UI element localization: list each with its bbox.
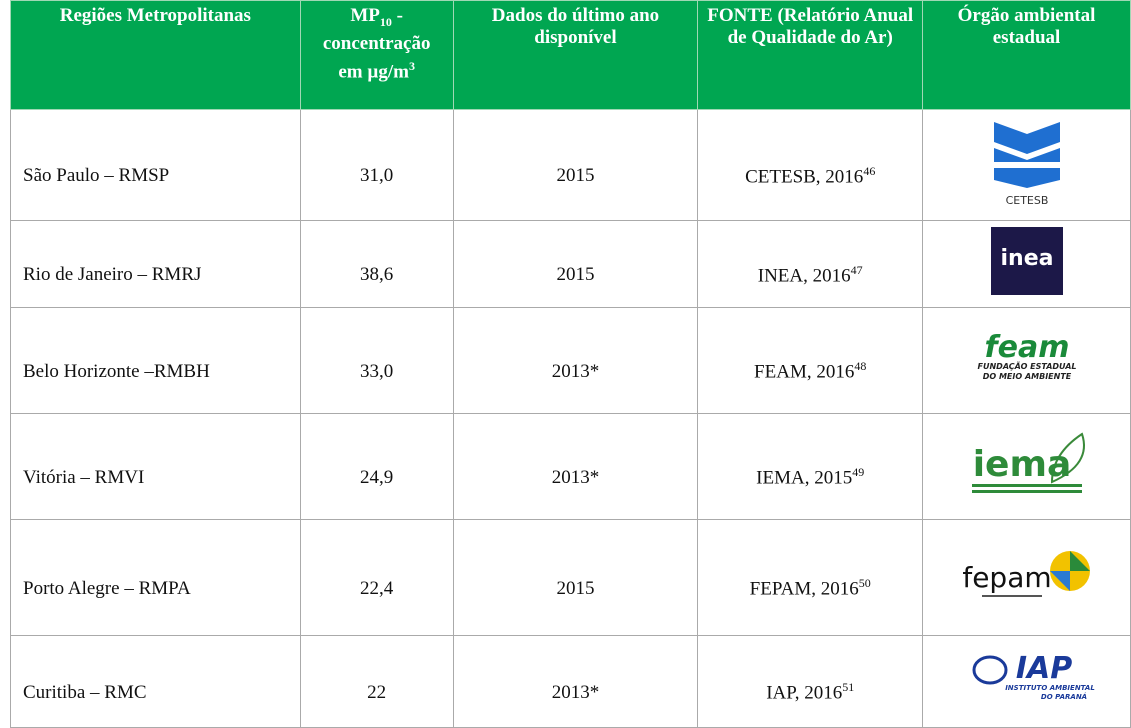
header-row: Regiões Metropolitanas MP10 - concentraç… [10,0,1131,110]
year-cell: 2013* [452,635,699,728]
agency-logo: CETESB [993,122,1060,207]
logo-cell: iema [922,413,1131,520]
logo-cell: fepam [922,519,1131,636]
table-row: Belo Horizonte –RMBH 33,0 2013* FEAM, 20164… [10,307,1131,414]
source-cell: FEPAM, 201650 [697,519,924,636]
header-cell: FONTE (Relatório Anual de Qualidade do A… [697,0,924,110]
year-cell: 2015 [452,109,699,221]
logo-text: DO MEIO AMBIENTE [982,372,1071,381]
header-cell: MP10 - concentração em µg/m3 [299,0,454,110]
year-cell: 2013* [452,413,699,520]
reference: 47 [850,262,863,277]
source-cell: CETESB, 201646 [697,109,924,221]
source-cell: INEA, 201647 [697,220,924,308]
agency-logo: iema [971,431,1085,493]
year: 2013* [551,466,600,488]
agency-logo: inea [990,227,1063,295]
header-text: MP [350,5,380,26]
agency-logo: fepam [962,550,1090,597]
region: Belo Horizonte –RMBH [23,360,210,382]
concentration: 22 [367,681,387,703]
source: INEA, 2016 [757,265,851,287]
region-cell: Belo Horizonte –RMBH [10,307,301,414]
logo-cell: CETESB [922,109,1131,221]
year-cell: 2015 [452,220,699,308]
logo-cell: feam FUNDAÇÃO ESTADUAL DO MEIO AMBIENTE [922,307,1131,414]
header-cell: Regiões Metropolitanas [10,0,301,110]
year: 2015 [556,577,595,599]
region: Vitória – RMVI [23,466,145,488]
source: CETESB, 2016 [745,166,864,188]
source-cell: IAP, 201651 [697,635,924,728]
header-text: Órgão ambiental estadual [957,5,1096,48]
reference: 46 [863,163,876,178]
logo-text: INSTITUTO AMBIENTAL [1005,684,1095,692]
concentration: 31,0 [360,165,394,186]
source: FEPAM, 2016 [749,578,859,600]
reference: 48 [854,359,867,374]
table-row: São Paulo – RMSP 31,0 2015 CETESB, 201646 CE… [10,109,1131,221]
logo-text: DO PARANÁ [1040,692,1086,701]
logo-text: CETESB [1005,194,1048,207]
value-cell: 24,9 [299,413,454,520]
header-text: Regiões Metropolitanas [59,5,251,26]
concentration: 33,0 [360,360,394,382]
region-cell: Porto Alegre – RMPA [10,519,301,636]
region: Porto Alegre – RMPA [23,577,191,599]
region-cell: Vitória – RMVI [10,413,301,520]
region: Rio de Janeiro – RMRJ [23,264,202,285]
source-cell: FEAM, 201648 [697,307,924,414]
reference: 49 [852,465,865,480]
concentration: 22,4 [360,577,394,599]
value-cell: 22 [299,635,454,728]
year: 2013* [551,360,600,382]
year-cell: 2015 [452,519,699,636]
logo-text: FUNDAÇÃO ESTADUAL [977,361,1076,371]
logo-text: inea [1000,246,1053,271]
logo-text: IAP [1015,651,1071,686]
source: IAP, 2016 [766,682,843,704]
source-cell: IEMA, 201549 [697,413,924,520]
table-row: Porto Alegre – RMPA 22,4 2015 FEPAM, 201650… [10,519,1131,636]
logo-cell: inea [922,220,1131,308]
value-cell: 22,4 [299,519,454,636]
year: 2013* [551,681,600,703]
table-row: Rio de Janeiro – RMRJ 38,6 2015 INEA, 20164… [10,220,1131,308]
header-text: Dados do último ano disponível [491,5,660,48]
logo-cell: IAP INSTITUTO AMBIENTAL DO PARANÁ [922,635,1131,728]
region-cell: São Paulo – RMSP [10,109,301,221]
superscript: 3 [408,58,415,73]
region-cell: Curitiba – RMC [10,635,301,728]
year: 2015 [556,165,595,186]
value-cell: 31,0 [299,109,454,221]
table-row: Curitiba – RMC 22 2013* IAP, 201651 IAP INSTI… [10,635,1131,728]
value-cell: 38,6 [299,220,454,308]
concentration: 24,9 [360,466,394,488]
table-row: Vitória – RMVI 24,9 2013* IEMA, 201549 iema [10,413,1131,520]
header-cell: Órgão ambiental estadual [922,0,1131,110]
reference: 50 [858,576,871,591]
header-text: FONTE (Relatório Anual de Qualidade do A… [707,5,914,48]
data-table: Regiões Metropolitanas MP10 - concentraç… [10,0,1131,728]
logo-text: feam [984,330,1069,365]
reference: 51 [842,680,855,695]
logo-text: fepam [962,561,1051,594]
header-text: - concentração em µg/m [322,5,431,83]
year: 2015 [556,264,595,285]
region-cell: Rio de Janeiro – RMRJ [10,220,301,308]
region: São Paulo – RMSP [23,165,170,186]
source: FEAM, 2016 [754,361,855,383]
logo-text: iema [972,444,1071,485]
region: Curitiba – RMC [23,681,147,703]
header-cell: Dados do último ano disponível [452,0,699,110]
year-cell: 2013* [452,307,699,414]
source: IEMA, 2015 [756,467,853,489]
subscript: 10 [379,14,392,29]
value-cell: 33,0 [299,307,454,414]
concentration: 38,6 [360,264,394,285]
